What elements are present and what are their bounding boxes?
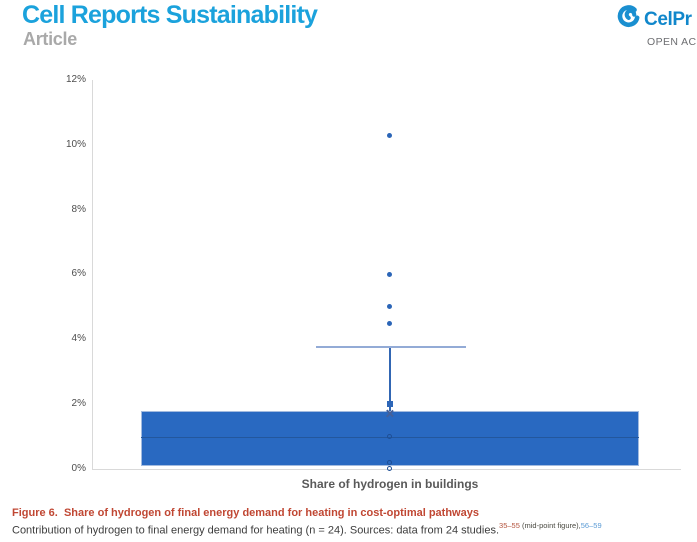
whisker-stem	[389, 347, 391, 411]
whisker-cap	[316, 345, 466, 348]
x-axis-line	[92, 469, 681, 470]
y-axis-tick-label: 0%	[71, 463, 86, 474]
x-axis-title: Share of hydrogen in buildings	[301, 477, 479, 491]
inner-point	[387, 459, 392, 465]
inner-point	[387, 433, 392, 439]
cellpress-logo-icon	[616, 5, 641, 35]
citation-link-35-55[interactable]: 35–55	[499, 521, 520, 530]
y-axis-tick-label: 10%	[65, 138, 86, 150]
citation-link-56-59[interactable]: 56–59	[580, 521, 602, 530]
outlier-point	[387, 304, 392, 310]
y-axis-tick-label: 4%	[71, 333, 86, 345]
y-axis-tick-label: 12%	[65, 73, 86, 85]
figure-caption-body: Contribution of hydrogen to final energy…	[12, 521, 692, 537]
boxplot-chart: 0% 2% 4% 6% 8% 10% 12% Share of hydrogen in bui…	[0, 60, 697, 505]
data-point	[387, 401, 393, 408]
figure-caption: Figure 6. Share of hydrogen of final ene…	[12, 507, 692, 537]
publisher-logo-text: CelPr	[644, 9, 692, 30]
article-type-label: Article	[23, 29, 77, 49]
figure-caption-title: Figure 6. Share of hydrogen of final ene…	[12, 507, 692, 519]
publisher-logo: CelPr OPEN AC	[616, 5, 697, 48]
y-axis-tick-label: 6%	[71, 268, 86, 280]
outlier-point	[387, 132, 392, 138]
y-axis-line	[92, 79, 93, 469]
open-access-label: OPEN AC	[647, 36, 697, 48]
inner-point	[387, 466, 392, 471]
outlier-point	[387, 271, 392, 277]
journal-title: Cell Reports Sustainability	[22, 1, 318, 29]
mean-marker	[386, 409, 395, 418]
citation-note: (mid-point figure),	[519, 521, 581, 530]
figure-title-text: Share of hydrogen of final energy demand…	[63, 507, 479, 519]
outlier-point	[387, 320, 392, 326]
figure-body-text: Contribution of hydrogen to final energy…	[12, 524, 500, 537]
y-axis-tick-label: 2%	[71, 398, 86, 410]
figure-number: Figure 6.	[12, 507, 58, 519]
y-axis-tick-label: 8%	[71, 203, 86, 215]
